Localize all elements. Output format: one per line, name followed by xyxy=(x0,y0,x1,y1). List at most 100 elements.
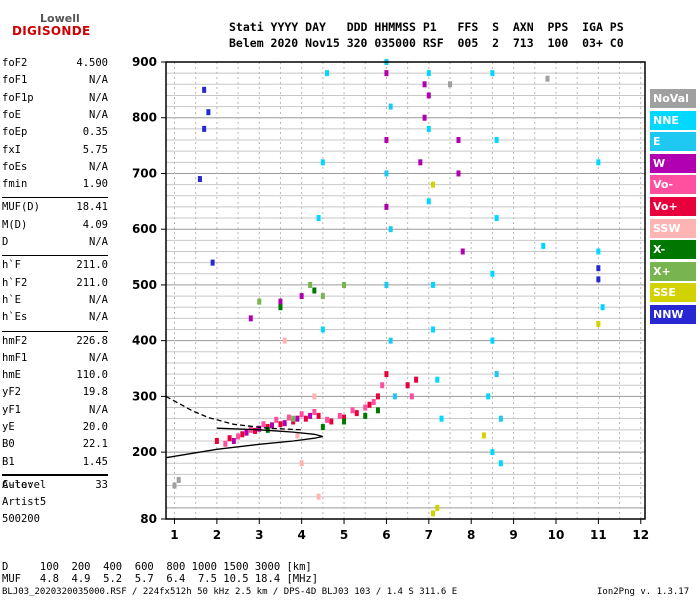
param-key: MUF(D) xyxy=(2,201,40,214)
param-key: yF1 xyxy=(2,403,21,416)
y-tick-label: 900 xyxy=(132,55,157,69)
param-row: C-level 33 xyxy=(2,479,108,495)
param-key: B1 xyxy=(2,455,15,468)
echo-point xyxy=(490,270,495,277)
echo-point xyxy=(278,304,283,311)
param-value: 4.09 xyxy=(82,218,108,231)
param-key: D xyxy=(2,236,9,248)
echo-point xyxy=(312,408,317,415)
param-row: foEp 0.35 xyxy=(2,126,108,142)
echo-point xyxy=(426,198,431,205)
param-key: foEp xyxy=(2,126,28,139)
echo-point xyxy=(384,203,389,210)
param-row: B1 1.45 xyxy=(2,456,108,472)
echo-point xyxy=(422,81,427,88)
echo-point xyxy=(337,412,342,419)
param-value: N/A xyxy=(89,351,108,364)
param-value: 33 xyxy=(95,478,108,491)
x-tick-label: 12 xyxy=(632,528,649,542)
echo-point xyxy=(320,293,325,300)
legend-item: E xyxy=(650,132,696,152)
echo-point xyxy=(431,281,436,288)
echo-point xyxy=(384,170,389,177)
param-value: N/A xyxy=(89,74,108,87)
echo-point xyxy=(253,427,258,434)
legend-item: X+ xyxy=(650,261,696,281)
echo-point xyxy=(325,70,330,77)
param-key: yE xyxy=(2,421,15,433)
echo-point xyxy=(282,337,287,344)
echo-point xyxy=(202,125,207,132)
echo-point xyxy=(354,410,359,417)
param-key: M(D) xyxy=(2,218,28,231)
echo-point xyxy=(308,281,313,288)
legend-item: W xyxy=(650,153,696,173)
auto-version: 500200 xyxy=(2,513,40,525)
y-tick-label: 800 xyxy=(132,111,157,125)
legend-item: X- xyxy=(650,240,696,260)
param-value: N/A xyxy=(89,91,108,104)
echo-point xyxy=(236,433,241,440)
echo-point xyxy=(248,315,253,322)
echo-point xyxy=(498,460,503,467)
param-value: N/A xyxy=(89,311,108,324)
echo-point xyxy=(286,414,291,421)
param-row: foEs N/A xyxy=(2,161,108,177)
profile-curve xyxy=(165,427,323,459)
param-row: fmin 1.90 xyxy=(2,178,108,194)
echo-point xyxy=(176,476,181,483)
echo-point xyxy=(206,109,211,116)
echo-point xyxy=(426,70,431,77)
profile-curves xyxy=(165,395,323,459)
echo-point xyxy=(388,337,393,344)
param-value: 20.0 xyxy=(82,421,108,433)
footer-distance-row: D 100 200 400 600 800 1000 1500 3000 [km… xyxy=(2,561,312,573)
param-value: 211.0 xyxy=(76,276,108,289)
param-separator xyxy=(2,474,108,475)
param-key: foEs xyxy=(2,160,28,173)
echo-point xyxy=(257,298,262,305)
param-key: h`F2 xyxy=(2,276,28,289)
echo-point xyxy=(320,326,325,333)
echo-point xyxy=(490,337,495,344)
echo-point xyxy=(600,304,605,311)
echo-point xyxy=(371,398,376,405)
auto-artist: Artist5 xyxy=(2,496,47,508)
x-tick-label: 5 xyxy=(340,528,348,542)
profile-curve xyxy=(165,395,302,431)
param-key: hmF1 xyxy=(2,351,28,364)
x-tick-label: 1 xyxy=(170,528,178,542)
x-tick-label: 3 xyxy=(255,528,263,542)
echo-point xyxy=(545,75,550,82)
param-key: h`Es xyxy=(2,311,28,324)
footer-muf-row: MUF 4.8 4.9 5.2 5.7 6.4 7.5 10.5 18.4 [M… xyxy=(2,573,319,585)
echo-point xyxy=(435,376,440,383)
param-row: foF1 N/A xyxy=(2,74,108,90)
echo-point xyxy=(460,248,465,255)
echo-point xyxy=(375,407,380,414)
echo-point xyxy=(431,181,436,188)
param-value: 22.1 xyxy=(82,438,108,451)
param-key: h`E xyxy=(2,293,21,306)
echo-point xyxy=(363,412,368,419)
echo-point xyxy=(299,411,304,418)
param-key: foF1 xyxy=(2,74,28,87)
param-row: foF1p N/A xyxy=(2,92,108,108)
echo-point xyxy=(363,404,368,411)
echo-point xyxy=(448,81,453,88)
y-tick-label: 500 xyxy=(132,278,157,292)
param-key: fmin xyxy=(2,178,28,191)
echo-point xyxy=(308,412,313,419)
echo-point xyxy=(350,407,355,414)
echo-point xyxy=(494,137,499,144)
tick-labels: 1 2 3 4 5 6 7 8 9 10 11 128020030040050060070080090… xyxy=(132,55,649,542)
y-tick-label: 200 xyxy=(132,445,157,459)
echo-point xyxy=(316,493,321,500)
y-tick-label: 600 xyxy=(132,222,157,236)
param-row: M(D) 4.09 xyxy=(2,219,108,235)
param-row: hmF1 N/A xyxy=(2,352,108,368)
logo-digisonde: DIGISONDE xyxy=(12,24,91,38)
param-row: yE 20.0 xyxy=(2,421,108,437)
y-tick-label: 80 xyxy=(140,512,157,526)
echo-point xyxy=(431,326,436,333)
